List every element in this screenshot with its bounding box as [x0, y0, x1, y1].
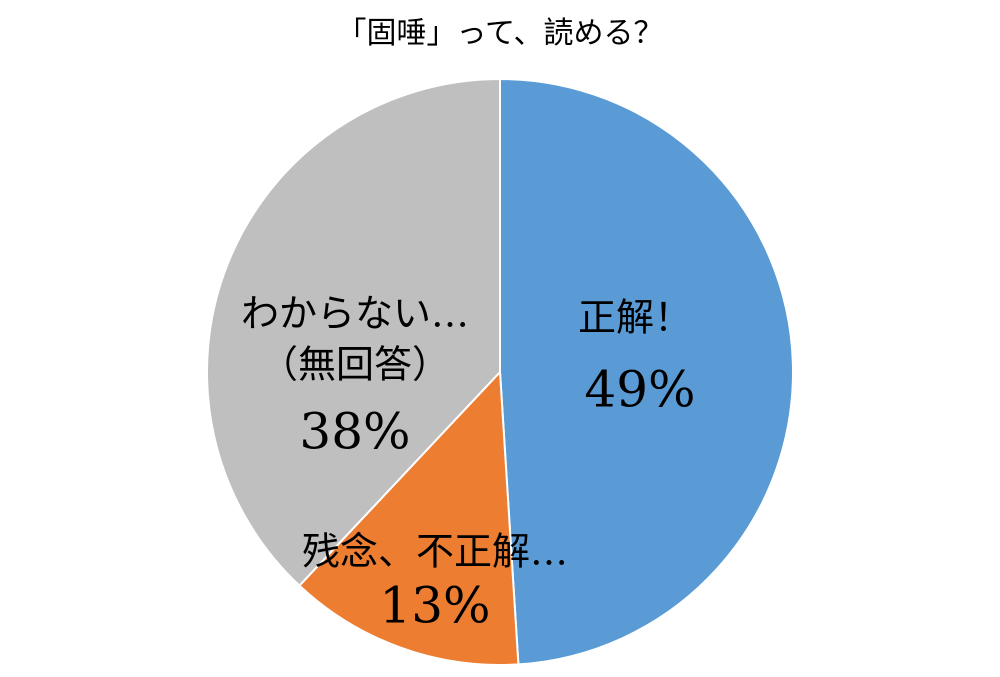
chart-title: 「固唾」って、読める？	[336, 16, 664, 51]
value-label: 49%	[584, 360, 696, 419]
pie-slice	[206, 77, 501, 588]
value-label: 13%	[379, 576, 491, 635]
value-label: 38%	[299, 402, 411, 461]
pie-slice	[298, 369, 520, 666]
pie-slice	[499, 77, 794, 666]
slice-label: わからない… （無回答）	[240, 291, 470, 387]
slice-label: 正解！	[577, 295, 693, 340]
slice-label: 残念、不正解…	[301, 529, 569, 574]
